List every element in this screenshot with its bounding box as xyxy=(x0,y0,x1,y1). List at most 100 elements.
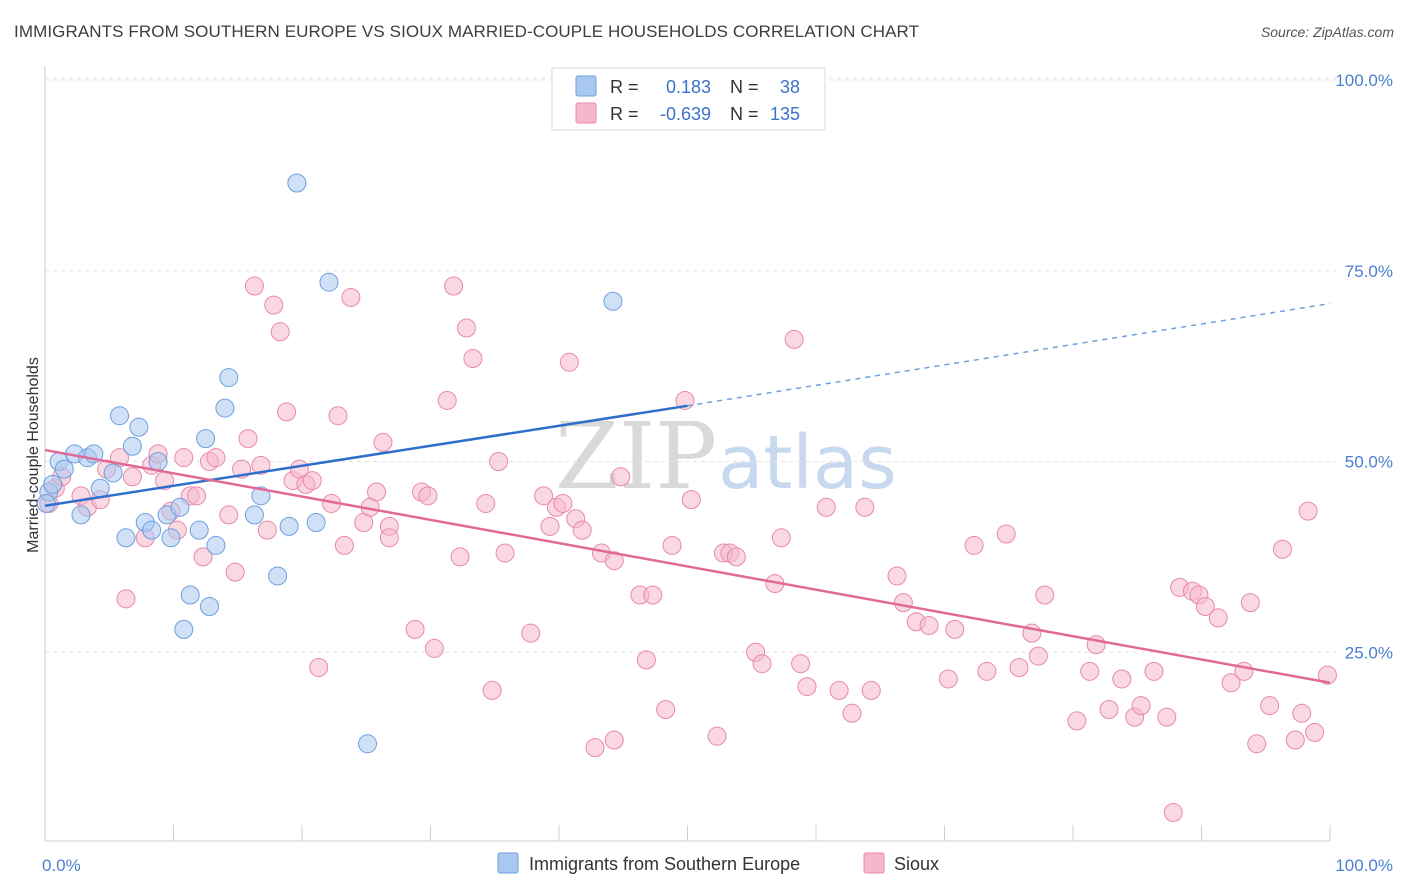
sioux-points xyxy=(39,276,1337,822)
sioux-point xyxy=(540,516,560,536)
sioux-point xyxy=(791,654,811,674)
sioux-point xyxy=(1247,734,1267,754)
sioux-point xyxy=(829,680,849,700)
sioux-point xyxy=(919,616,939,636)
sioux-point xyxy=(1157,707,1177,727)
sioux-point xyxy=(964,535,984,555)
sioux-point xyxy=(1260,696,1280,716)
southern-europe-point xyxy=(306,513,326,533)
x-tick-label-0: 0.0% xyxy=(42,856,81,875)
series-legend-label-southern-europe: Immigrants from Southern Europe xyxy=(529,854,800,874)
sioux-point xyxy=(373,432,393,452)
legend-swatch-sioux xyxy=(575,102,597,124)
sioux-point xyxy=(264,295,284,315)
sioux-point xyxy=(559,352,579,372)
sioux-point xyxy=(174,448,194,468)
sioux-point xyxy=(585,738,605,758)
southern-europe-point xyxy=(103,463,123,483)
sioux-point xyxy=(1009,658,1029,678)
sioux-point xyxy=(1317,665,1337,685)
y-tick-label-50: 50.0% xyxy=(1345,453,1393,472)
sioux-point xyxy=(1131,696,1151,716)
sioux-point xyxy=(893,593,913,613)
southern-europe-point xyxy=(161,528,181,548)
southern-europe-point xyxy=(122,436,142,456)
sioux-point xyxy=(707,726,727,746)
sioux-point xyxy=(482,680,502,700)
y-tick-label-25: 25.0% xyxy=(1345,643,1393,662)
sioux-point xyxy=(489,452,509,471)
legend-r-value-0: 0.183 xyxy=(666,77,711,97)
sioux-point xyxy=(816,497,836,517)
southern-europe-point xyxy=(358,734,378,754)
southern-europe-point xyxy=(279,516,299,536)
sioux-point xyxy=(116,589,136,609)
sioux-point xyxy=(450,547,470,567)
southern-europe-point xyxy=(199,596,219,616)
southern-europe-points xyxy=(36,173,623,754)
southern-europe-point xyxy=(189,520,209,540)
sioux-point xyxy=(1208,608,1228,628)
sioux-point xyxy=(726,547,746,567)
legend-n-value-1: 135 xyxy=(770,104,800,124)
southern-europe-point xyxy=(116,528,136,548)
sioux-point xyxy=(379,528,399,548)
sioux-point xyxy=(887,566,907,586)
sioux-point xyxy=(842,703,862,723)
chart-title: IMMIGRANTS FROM SOUTHERN EUROPE VS SIOUX… xyxy=(14,22,920,41)
y-tick-label-75: 75.0% xyxy=(1345,262,1393,281)
sioux-point xyxy=(270,322,290,342)
southern-europe-point xyxy=(219,368,239,388)
sioux-point xyxy=(1221,673,1241,693)
sioux-point xyxy=(444,276,464,296)
southern-europe-point xyxy=(196,429,216,449)
correlation-legend: R = 0.183 N = 38 R = -0.639 N = 135 xyxy=(551,67,826,131)
southern-europe-point xyxy=(206,535,226,555)
sioux-point xyxy=(938,669,958,689)
series-legend: Immigrants from Southern Europe Sioux xyxy=(497,852,939,874)
series-legend-swatch-sioux xyxy=(863,852,885,874)
legend-r-label-0: R = xyxy=(610,77,639,97)
sioux-point xyxy=(861,680,881,700)
sioux-trend-line xyxy=(44,448,1331,685)
southern-europe-point xyxy=(215,398,235,418)
legend-n-label-0: N = xyxy=(730,77,759,97)
southern-europe-point xyxy=(251,486,271,506)
sioux-point xyxy=(604,730,624,750)
sioux-point xyxy=(643,585,663,605)
x-tick-labels: 0.0% 100.0% xyxy=(42,856,1393,875)
sioux-point xyxy=(251,455,271,475)
y-tick-labels: 25.0% 50.0% 75.0% 100.0% xyxy=(1335,71,1393,662)
sioux-point xyxy=(225,562,245,582)
sioux-point xyxy=(521,623,541,643)
sioux-point xyxy=(1035,585,1055,605)
sioux-point xyxy=(1099,699,1119,719)
sioux-point xyxy=(945,619,965,639)
sioux-point xyxy=(1305,722,1325,742)
legend-n-value-0: 38 xyxy=(780,77,800,97)
sioux-point xyxy=(1195,596,1215,616)
series-legend-label-sioux: Sioux xyxy=(894,854,939,874)
sioux-point xyxy=(244,276,264,296)
sioux-point xyxy=(636,650,656,670)
sioux-point xyxy=(367,482,387,502)
sioux-point xyxy=(187,486,207,506)
southern-europe-point xyxy=(319,272,339,292)
sioux-point xyxy=(437,390,457,410)
axes xyxy=(44,66,1331,842)
legend-n-label-1: N = xyxy=(730,104,759,124)
sioux-point xyxy=(463,348,483,368)
southern-europe-point xyxy=(244,505,264,525)
southern-europe-point xyxy=(110,406,130,426)
sioux-point xyxy=(1240,593,1260,613)
sioux-point xyxy=(611,467,631,487)
sioux-point xyxy=(206,448,226,468)
sioux-point xyxy=(977,661,997,681)
southern-europe-point xyxy=(268,566,288,586)
sioux-point xyxy=(604,551,624,571)
sioux-point xyxy=(1067,711,1087,731)
sioux-point xyxy=(193,547,213,567)
southern-europe-point xyxy=(180,585,200,605)
sioux-point xyxy=(784,329,804,349)
